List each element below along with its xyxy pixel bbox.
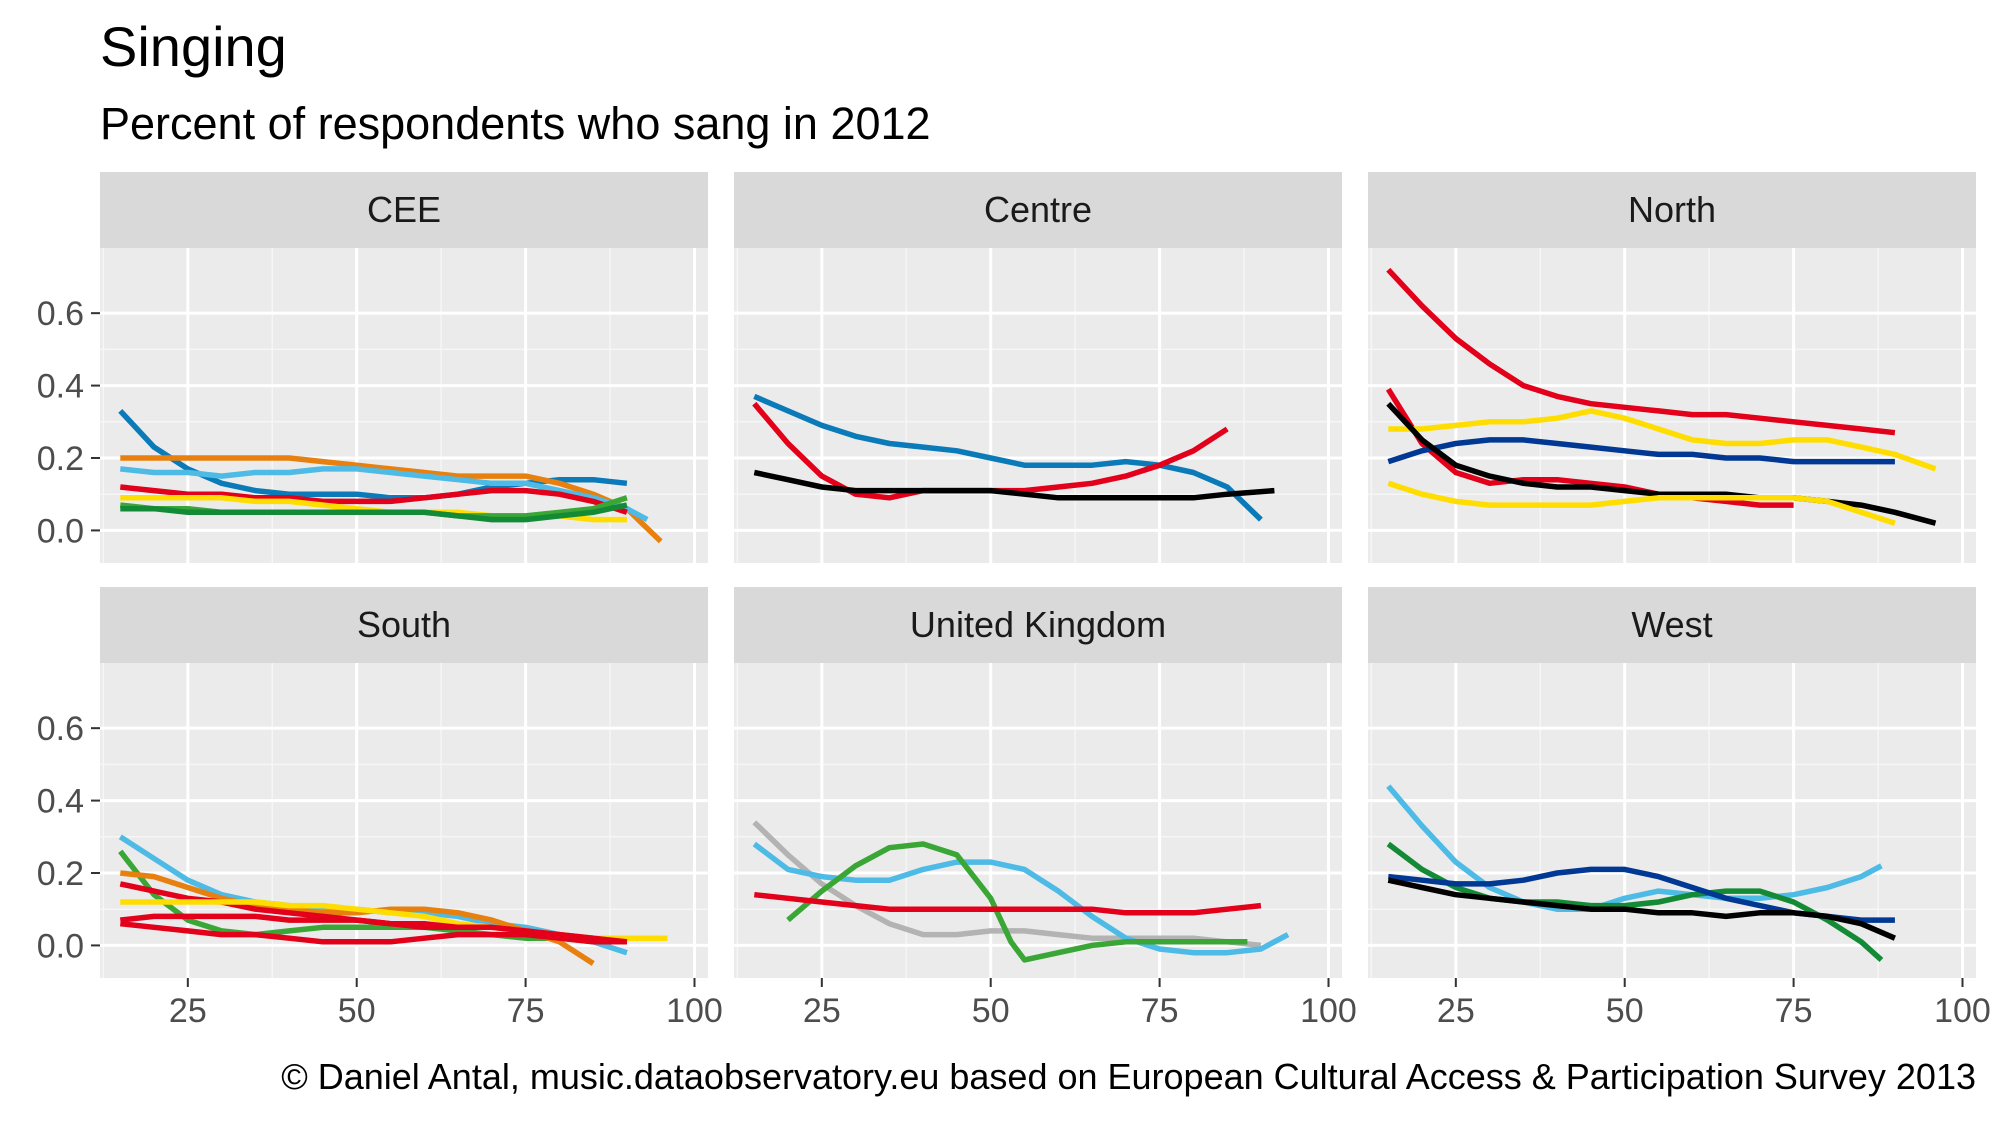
x-tick-label: 75 [1775, 992, 1813, 1030]
series-line [1388, 408, 1937, 472]
x-tick-label: 50 [972, 992, 1010, 1030]
series-line [754, 891, 1262, 916]
facet-strip [1368, 587, 1976, 663]
chart-caption: © Daniel Antal, music.dataobservatory.eu… [281, 1056, 1976, 1097]
plot-panel-background [734, 663, 1342, 978]
x-tick-label: 100 [666, 992, 723, 1030]
facet-strip [100, 587, 708, 663]
x-tick-label: 25 [803, 992, 841, 1030]
chart-subtitle: Percent of respondents who sang in 2012 [100, 98, 931, 149]
x-tick-label: 50 [338, 992, 376, 1030]
facet-strip-label: CEE [367, 189, 441, 230]
y-tick-label: 0.0 [37, 512, 84, 550]
series-line [1385, 387, 1794, 508]
facet-strip-label: South [357, 604, 451, 645]
series-line [752, 841, 1290, 956]
series-line [753, 469, 1275, 501]
series-line [120, 920, 627, 945]
series-line [1386, 267, 1896, 436]
series-line [120, 466, 649, 523]
series-line [120, 502, 628, 523]
facet-strip [100, 172, 708, 248]
facet-panel-north: North [1368, 172, 1976, 563]
facet-strip [1368, 172, 1976, 248]
facet-panel-centre: Centre [734, 172, 1342, 563]
facet-panel-south: South 0.0 0.2 0.4 0.6 25 50 75 100 [37, 587, 723, 1030]
facet-panel-united-kingdom: United Kingdom 25 50 75 100 [734, 587, 1357, 1030]
x-tick-label: 50 [1606, 992, 1644, 1030]
facet-panel-west: West 25 50 75 100 [1368, 587, 1991, 1030]
series-line [120, 484, 628, 515]
plot-panel-background [734, 248, 1342, 563]
facet-strip-label: Centre [984, 189, 1092, 230]
series-line [1387, 437, 1895, 465]
x-tick-label: 100 [1934, 992, 1991, 1030]
plot-panel-background [100, 248, 708, 563]
facet-strip-label: North [1628, 189, 1716, 230]
facet-strip [734, 587, 1342, 663]
facet-strip [734, 172, 1342, 248]
x-tick-label: 25 [169, 992, 207, 1030]
y-tick-label: 0.4 [37, 368, 84, 406]
series-line [1387, 877, 1896, 941]
y-tick-label: 0.2 [37, 855, 84, 893]
series-line [120, 455, 663, 544]
y-tick-label: 0.6 [37, 710, 84, 748]
x-tick-label: 75 [1141, 992, 1179, 1030]
series-line [1386, 784, 1883, 912]
y-tick-label: 0.6 [37, 295, 84, 333]
series-line [119, 913, 628, 945]
facet-strip-label: West [1631, 604, 1712, 645]
y-tick-label: 0.0 [37, 927, 84, 965]
series-line [1387, 480, 1896, 526]
series-line [753, 393, 1263, 522]
x-tick-label: 100 [1300, 992, 1357, 1030]
x-tick-label: 75 [507, 992, 545, 1030]
x-tick-label: 25 [1437, 992, 1475, 1030]
facet-panel-cee: CEE 0.0 0.2 0.4 0.6 [37, 172, 708, 563]
facet-strip-label: United Kingdom [910, 604, 1166, 645]
y-tick-label: 0.4 [37, 783, 84, 821]
y-tick-label: 0.2 [37, 440, 84, 478]
chart-title: Singing [100, 15, 287, 78]
plot-panel-background [1368, 663, 1976, 978]
series-line [1386, 841, 1884, 962]
series-line [786, 841, 1248, 963]
plot-panel-background [1368, 248, 1976, 563]
